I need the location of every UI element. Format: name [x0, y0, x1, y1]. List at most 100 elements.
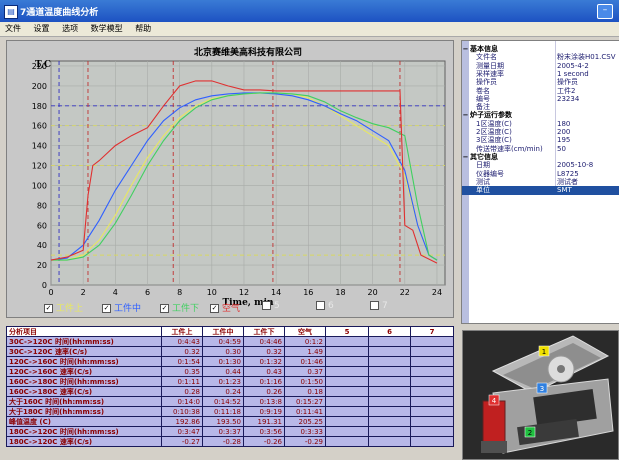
property-category[interactable]: 其它信息 − [462, 153, 619, 162]
analysis-cell: 0:1:54 [161, 356, 203, 367]
analysis-cell: 0:15:27 [284, 396, 326, 407]
property-row[interactable]: 传送带速率(cm/min) 50 [462, 145, 619, 154]
checkbox-7-box[interactable] [370, 301, 379, 310]
property-value[interactable]: 2005-4-2 [557, 61, 589, 70]
property-row[interactable]: 测试 测试者 [462, 178, 619, 187]
analysis-cell: 0:9:19 [243, 406, 285, 417]
menu-options[interactable]: 选项 [62, 24, 79, 33]
table-row[interactable]: 180C->120C 速率(C/s) -0.27 -0.28 -0.26 -0.29 [6, 436, 454, 447]
property-value[interactable]: 180 [557, 119, 571, 128]
property-value[interactable]: 50 [557, 144, 566, 153]
checkbox-2-box[interactable]: ✓ [102, 304, 111, 313]
property-row[interactable]: 卷名 工件2 [462, 87, 619, 96]
analysis-cell [410, 426, 454, 437]
property-value[interactable]: 23234 [557, 94, 580, 103]
property-row[interactable]: 单位 SMT [462, 186, 619, 196]
property-value[interactable]: 粉末涂装H01.CSV [557, 53, 616, 62]
checkbox-4-box[interactable]: ✓ [210, 304, 219, 313]
y-tick-label: 140 [32, 142, 47, 151]
analysis-cell: 205.25 [284, 416, 326, 427]
property-value[interactable]: 测试者 [557, 177, 578, 186]
collapse-toggle-icon[interactable]: − [462, 152, 469, 161]
property-row[interactable]: 采样速率 1 second [462, 70, 619, 79]
table-row[interactable]: 180C->120C 时间(hh:mm:ss) 0:3:47 0:3:37 0:3:5… [6, 426, 454, 437]
property-value[interactable]: L8725 [557, 169, 579, 178]
property-grid-gutter [462, 41, 469, 323]
collapse-toggle-icon[interactable]: − [462, 45, 469, 53]
channel-checkbox-5[interactable]: 5 [262, 301, 280, 311]
channel-checkbox-4[interactable]: ✓ 空气 [210, 301, 240, 314]
table-row[interactable]: 120C->160C 速率(C/s) 0.35 0.44 0.43 0.37 [6, 366, 454, 377]
checkbox-3-box[interactable]: ✓ [160, 304, 169, 313]
property-value[interactable]: SMT [557, 186, 572, 195]
property-row[interactable]: 备注 [462, 103, 619, 112]
table-row[interactable]: 120C->160C 时间(hh:mm:ss) 0:1:54 0:1:30 0:1:3… [6, 356, 454, 367]
property-value[interactable]: 195 [557, 136, 571, 145]
menu-help[interactable]: 帮助 [135, 24, 152, 33]
property-row[interactable]: 1区温度(C) 180 [462, 120, 619, 129]
table-row[interactable]: 160C->180C 时间(hh:mm:ss) 0:1:11 0:1:23 0:1:1… [6, 376, 454, 387]
analysis-cell: 0.32 [243, 346, 285, 357]
analysis-cell: 0:3:33 [284, 426, 326, 437]
table-row[interactable]: 30C->120C 速率(C/s) 0.32 0.30 0.32 1.49 [6, 346, 454, 357]
checkbox-1-box[interactable]: ✓ [44, 304, 53, 313]
x-tick-label: 10 [207, 288, 217, 297]
checkbox-5-box[interactable] [262, 301, 271, 310]
analysis-cell [368, 426, 411, 437]
property-row[interactable]: 仪器编号 L8725 [462, 170, 619, 179]
analysis-cell: 0.26 [243, 386, 285, 397]
property-row[interactable]: 操作员 操作员 [462, 78, 619, 87]
analysis-cell [410, 416, 454, 427]
property-value[interactable]: 工件2 [557, 86, 576, 95]
property-row[interactable]: 测量日期 2005-4-2 [462, 62, 619, 71]
series-line-3 [51, 92, 438, 261]
y-tick-label: 180 [32, 102, 47, 111]
analysis-cell [368, 356, 411, 367]
y-tick-label: 120 [32, 162, 47, 171]
menu-file[interactable]: 文件 [5, 24, 21, 33]
property-key: 操作员 [476, 78, 497, 87]
table-row[interactable]: 160C->180C 速率(C/s) 0.28 0.24 0.26 0.18 [6, 386, 454, 397]
property-row[interactable]: 文件名 粉末涂装H01.CSV [462, 53, 619, 62]
property-row[interactable]: 日期 2005-10-8 [462, 161, 619, 170]
table-row[interactable]: 30C->120C 时间(hh:mm:ss) 0:4:43 0:4:59 0:4:46… [6, 336, 454, 347]
channel-checkbox-2[interactable]: ✓ 工件中 [102, 301, 141, 314]
analysis-cell [325, 416, 369, 427]
property-key: 编号 [476, 94, 490, 103]
y-tick-label: 20 [37, 261, 47, 270]
analysis-cell [368, 376, 411, 387]
analysis-cell: 0:4:59 [202, 336, 244, 347]
property-value[interactable]: 操作员 [557, 78, 578, 87]
channel-checkbox-6[interactable]: 6 [316, 301, 334, 311]
property-value[interactable]: 1 second [557, 69, 589, 78]
table-row[interactable]: 大于180C 时间(hh:mm:ss) 0:10:38 0:11:18 0:9:19 0… [6, 406, 454, 417]
analysis-row-label: 大于160C 时间(hh:mm:ss) [6, 396, 162, 407]
x-tick-label: 0 [48, 288, 53, 297]
checkbox-6-box[interactable] [316, 301, 325, 310]
analysis-cell: 0:1:2 [284, 336, 326, 347]
channel-checkbox-1[interactable]: ✓ 工件上 [44, 301, 83, 314]
analysis-cell: 0.24 [202, 386, 244, 397]
analysis-cell: 0:1:16 [243, 376, 285, 387]
property-row[interactable]: 2区温度(C) 200 [462, 128, 619, 137]
property-key: 卷名 [476, 86, 490, 95]
minimize-button[interactable]: – [597, 4, 613, 19]
y-tick-label: 80 [37, 201, 47, 210]
property-row[interactable]: 3区温度(C) 195 [462, 136, 619, 145]
collapse-toggle-icon[interactable]: − [462, 111, 469, 120]
table-row[interactable]: 峰值温度 (C) 192.86 193.50 191.31 205.25 [6, 416, 454, 427]
plot-area [50, 60, 446, 286]
menu-settings[interactable]: 设置 [33, 24, 50, 33]
property-value[interactable]: 200 [557, 128, 571, 136]
table-row[interactable]: 大于160C 时间(hh:mm:ss) 0:14:0 0:14:52 0:13:8 0:… [6, 396, 454, 407]
property-category[interactable]: 炉子运行参数 − [462, 111, 619, 120]
analysis-cell [410, 436, 454, 447]
menu-math-model[interactable]: 数学模型 [90, 24, 123, 33]
property-row[interactable]: 编号 23234 [462, 95, 619, 104]
property-category[interactable]: 基本信息 − [462, 45, 619, 54]
analysis-cell [325, 436, 369, 447]
channel-checkbox-7[interactable]: 7 [370, 301, 388, 311]
property-value[interactable]: 2005-10-8 [557, 161, 594, 170]
channel-checkbox-3[interactable]: ✓ 工件下 [160, 301, 199, 314]
